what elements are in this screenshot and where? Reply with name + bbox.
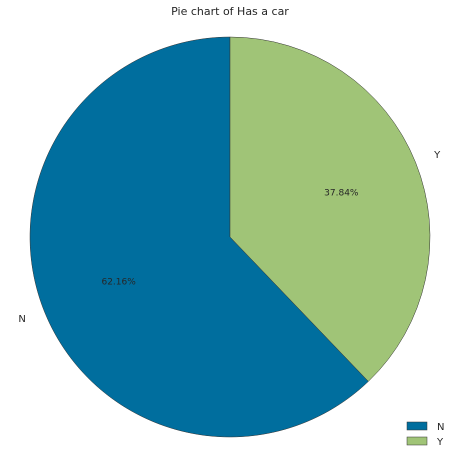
- legend-swatch-y: [406, 436, 428, 446]
- pie-slice-labels: NY: [18, 150, 441, 325]
- slice-label-y: Y: [433, 150, 441, 161]
- pie-slices: [29, 36, 431, 438]
- pie-slice-y: [229, 36, 431, 382]
- pie-percent-labels: 62.16% 37.84%: [101, 188, 358, 287]
- slice-label-n: N: [18, 314, 25, 325]
- pie-slice-n: [29, 36, 369, 438]
- percent-label-n: 62.16%: [101, 278, 136, 288]
- legend-swatch-n: [406, 421, 428, 431]
- percent-label-y: 37.84%: [324, 188, 359, 198]
- chart-title: Pie chart of Has a car: [171, 5, 289, 18]
- legend-label-n: N: [437, 422, 444, 433]
- legend-label-y: Y: [436, 437, 444, 448]
- legend: NY: [406, 421, 444, 448]
